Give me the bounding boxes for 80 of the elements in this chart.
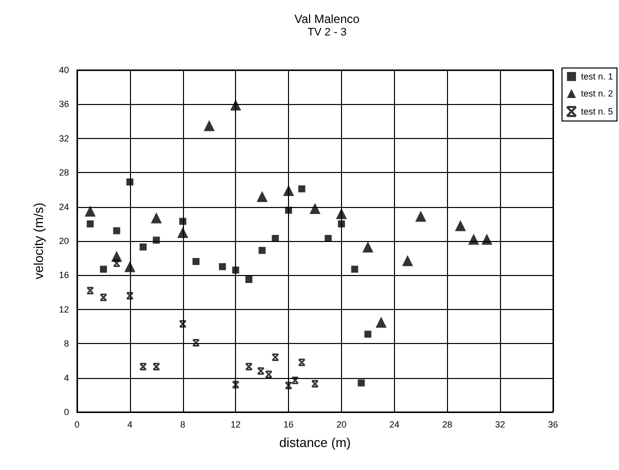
point [152,236,160,244]
legend-label: test n. 1 [580,72,614,82]
point [177,226,188,238]
point [358,379,365,386]
x-axis-title: distance (m) [279,435,351,450]
point [362,241,374,252]
point [84,206,96,217]
x-tick-label: 16 [284,420,294,430]
y-tick-label: 0 [64,407,69,417]
point [298,358,306,366]
chart-title: Val Malenco [294,12,360,26]
point [192,258,200,266]
point [258,246,266,254]
point [100,266,107,273]
point [150,212,162,224]
legend-label: test n. 5 [580,106,614,116]
point [272,234,279,242]
x-tick-label: 4 [127,420,132,430]
y-tick-label: 20 [58,236,69,246]
point [139,362,147,370]
y-tick-label: 40 [58,65,69,75]
point [298,185,306,192]
point [152,362,160,370]
y-tick-label: 4 [64,372,69,383]
point [311,380,319,388]
point [256,191,268,202]
point [402,255,414,266]
point [230,100,242,111]
point [454,220,466,232]
y-tick-label: 36 [58,99,69,110]
point [232,380,240,388]
y-tick-label: 28 [58,168,69,178]
point [192,338,200,346]
x-tick-label: 32 [495,420,506,430]
point [468,234,480,245]
point [126,178,134,186]
point [376,316,387,328]
point [100,294,108,302]
point [179,320,187,328]
point [112,259,120,267]
point [310,203,320,214]
y-tick-label: 24 [58,202,69,212]
point [283,185,294,196]
point [245,362,253,370]
point [232,266,240,274]
point [179,218,186,225]
x-tick-label: 12 [230,420,241,430]
point [126,292,134,300]
point [285,206,292,214]
point [415,210,426,222]
y-tick-label: 16 [58,270,69,280]
x-tick-label: 28 [442,420,452,430]
x-tick-label: 0 [74,420,80,430]
point [351,266,358,273]
point [86,220,94,228]
chart-subtitle: TV 2 - 3 [307,26,347,38]
legend-label: test n. 2 [580,88,614,98]
point [272,354,280,362]
y-tick-label: 12 [58,304,69,314]
point [218,263,226,270]
point [86,286,94,294]
point [140,243,147,250]
y-axis-title: velocity (m/s) [31,202,46,280]
y-tick-label: 8 [64,338,69,349]
point [113,227,120,234]
x-tick-label: 20 [336,420,346,430]
point [245,276,252,283]
point [481,234,492,245]
point [336,208,347,220]
point [124,261,136,272]
point [338,220,345,228]
point [291,376,299,384]
point [324,234,332,242]
point [204,120,215,132]
x-tick-label: 36 [548,420,558,430]
point [284,382,292,390]
point [364,330,372,338]
y-tick-label: 32 [58,133,69,144]
x-tick-label: 8 [180,420,186,430]
x-tick-label: 24 [389,420,400,430]
